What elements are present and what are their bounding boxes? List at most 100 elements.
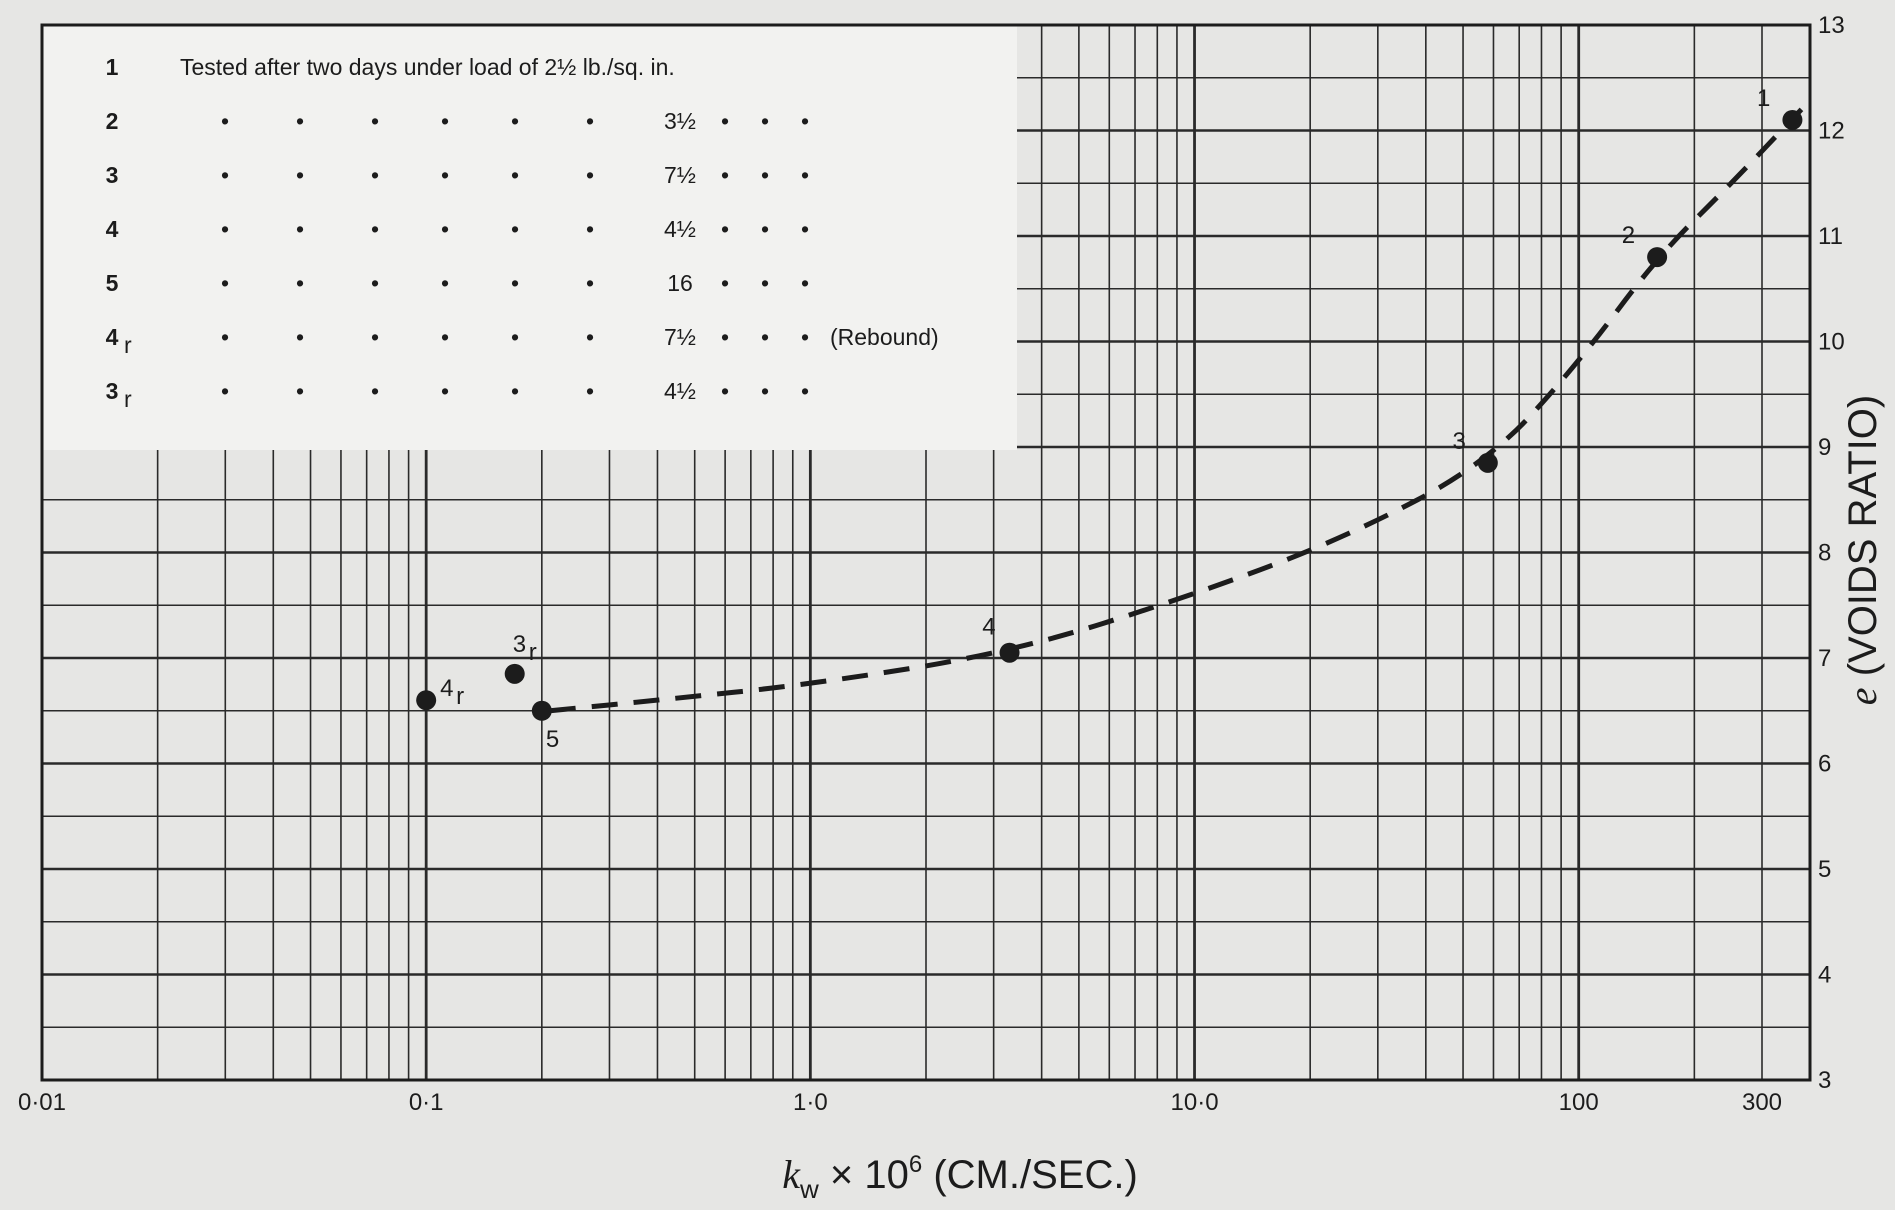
y-axis-ticks: 3 4 5 6 7 8 9 10 11 12 13 (1818, 12, 1845, 1094)
legend-ditto-mark: • (221, 270, 229, 296)
y-tick-label: 13 (1818, 12, 1845, 39)
legend-ditto-mark: • (296, 378, 304, 404)
legend-ditto-mark: • (761, 162, 769, 188)
legend-ditto-mark: • (296, 270, 304, 296)
y-tick-label: 10 (1818, 329, 1845, 356)
legend-row-load-value: 7½ (664, 324, 696, 350)
legend-row-id: 2 (106, 108, 119, 134)
y-tick-label: 3 (1818, 1067, 1831, 1094)
legend-row-id-subscript: r (124, 386, 132, 412)
legend-ditto-mark: • (586, 216, 594, 242)
x-tick-label: 300 (1742, 1089, 1782, 1116)
legend-row-id: 3 (106, 162, 119, 188)
legend-ditto-mark: • (371, 270, 379, 296)
legend-ditto-mark: • (721, 162, 729, 188)
legend-ditto-mark: • (761, 378, 769, 404)
legend-ditto-mark: • (801, 378, 809, 404)
legend-ditto-mark: • (761, 270, 769, 296)
x-tick-label: 0·1 (409, 1089, 444, 1116)
legend-ditto-mark: • (721, 324, 729, 350)
legend-row-load-value: 7½ (664, 162, 696, 188)
plot-frame (40, 23, 1812, 1082)
data-point (531, 700, 552, 721)
legend-ditto-mark: • (586, 270, 594, 296)
data-point (504, 663, 525, 684)
y-tick-label: 12 (1818, 118, 1845, 145)
legend-row-id-subscript: r (124, 332, 132, 358)
legend-ditto-mark: • (721, 378, 729, 404)
legend-ditto-mark: • (221, 216, 229, 242)
legend-ditto-mark: • (801, 108, 809, 134)
legend-ditto-mark: • (371, 324, 379, 350)
legend-ditto-mark: • (511, 324, 519, 350)
x-tick-label: 0·01 (18, 1089, 66, 1116)
legend-ditto-mark: • (371, 216, 379, 242)
data-point (1647, 247, 1668, 268)
legend-ditto-mark: • (721, 216, 729, 242)
x-axis-title: kw × 106 (CM./SEC.) (782, 1151, 1138, 1204)
data-point (1477, 452, 1498, 473)
plot-border (40, 23, 1812, 1082)
legend-ditto-mark: • (371, 378, 379, 404)
legend-row-load-value: 3½ (664, 108, 696, 134)
legend-ditto-mark: • (441, 108, 449, 134)
legend-ditto-mark: • (761, 216, 769, 242)
legend-ditto-mark: • (221, 108, 229, 134)
data-point-label: 2 (1622, 222, 1635, 249)
legend-ditto-mark: • (296, 162, 304, 188)
legend: 1 Tested after two days under load of 2½ … (106, 54, 939, 412)
legend-ditto-mark: • (511, 162, 519, 188)
legend-row-suffix: (Rebound) (830, 324, 939, 350)
legend-ditto-mark: • (296, 324, 304, 350)
legend-ditto-mark: • (801, 162, 809, 188)
legend-ditto-mark: • (221, 324, 229, 350)
y-tick-label: 4 (1818, 962, 1831, 989)
y-axis-title: e (VOIDS RATIO) (1840, 395, 1885, 705)
legend-row-id: 1 (106, 54, 119, 80)
y-tick-label: 7 (1818, 645, 1831, 672)
legend-ditto-mark: • (441, 270, 449, 296)
data-point-label: 1 (1757, 85, 1770, 112)
legend-row-load-value: 4½ (664, 216, 696, 242)
data-point-label: 4 (982, 614, 995, 641)
x-tick-label: 1·0 (793, 1089, 828, 1116)
legend-ditto-mark: • (511, 216, 519, 242)
legend-ditto-mark: • (441, 324, 449, 350)
data-point-label: 3 (1452, 428, 1465, 455)
legend-ditto-mark: • (221, 378, 229, 404)
trend-curve (549, 107, 1804, 714)
legend-ditto-mark: • (721, 270, 729, 296)
data-point-label: 4 (440, 675, 453, 702)
legend-row-id: 4 (106, 324, 119, 350)
legend-ditto-mark: • (441, 162, 449, 188)
legend-ditto-mark: • (296, 216, 304, 242)
legend-row-text: Tested after two days under load of 2½ l… (180, 54, 675, 80)
legend-ditto-mark: • (441, 378, 449, 404)
x-tick-label: 10·0 (1171, 1089, 1219, 1116)
data-point (999, 642, 1020, 663)
legend-ditto-mark: • (371, 162, 379, 188)
legend-ditto-mark: • (371, 108, 379, 134)
trend-curve-layer (549, 107, 1804, 714)
y-tick-label: 5 (1818, 856, 1831, 883)
legend-ditto-mark: • (441, 216, 449, 242)
legend-ditto-mark: • (801, 270, 809, 296)
legend-ditto-mark: • (761, 324, 769, 350)
legend-ditto-mark: • (221, 162, 229, 188)
legend-ditto-mark: • (511, 378, 519, 404)
data-point-label: 3 (513, 631, 526, 658)
data-point-label: 5 (546, 726, 559, 753)
data-point-label-subscript: r (529, 639, 537, 666)
legend-ditto-mark: • (761, 108, 769, 134)
legend-ditto-mark: • (511, 108, 519, 134)
legend-ditto-mark: • (511, 270, 519, 296)
legend-row-id: 3 (106, 378, 119, 404)
legend-row-id: 4 (106, 216, 119, 242)
legend-box (42, 25, 1017, 450)
legend-ditto-mark: • (586, 162, 594, 188)
legend-ditto-mark: • (586, 108, 594, 134)
data-point (1782, 109, 1803, 130)
